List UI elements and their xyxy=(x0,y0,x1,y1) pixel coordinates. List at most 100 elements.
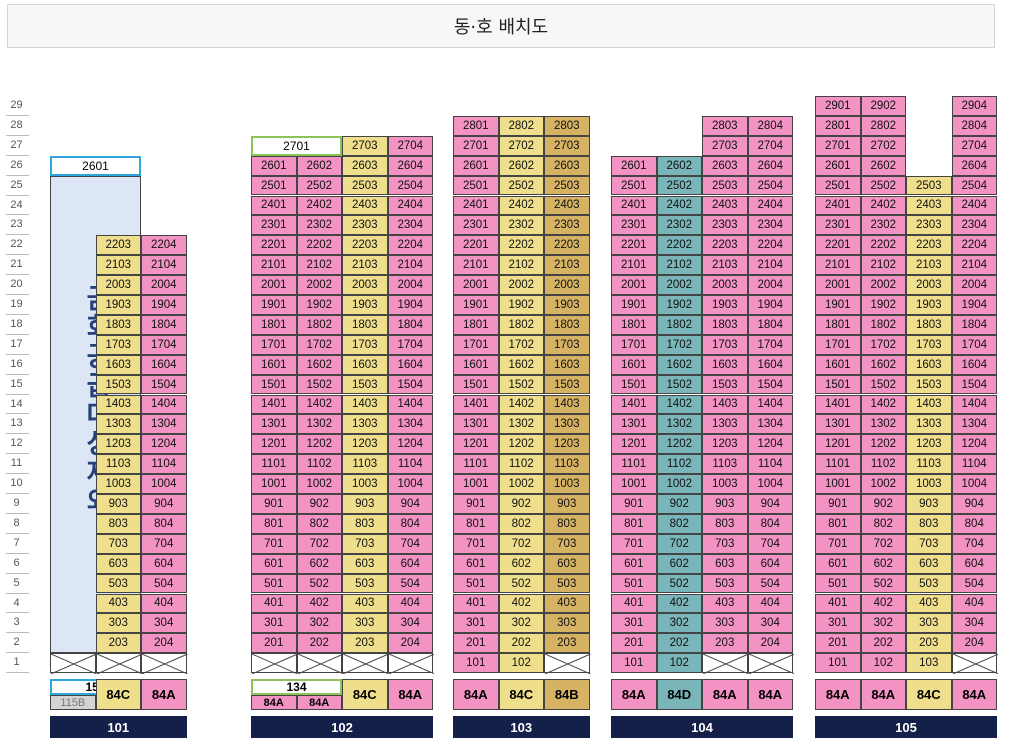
unit-cell[interactable]: 1203 xyxy=(342,434,388,455)
unit-cell[interactable]: 2303 xyxy=(702,215,748,236)
unit-cell[interactable]: 2704 xyxy=(387,135,433,156)
unit-cell[interactable]: 1504 xyxy=(747,374,793,395)
unit-cell[interactable]: 704 xyxy=(387,533,433,554)
unit-cell[interactable]: 904 xyxy=(951,494,997,514)
unit-cell[interactable]: 2701 xyxy=(453,135,499,156)
unit-cell[interactable]: 2301 xyxy=(251,215,297,236)
unit-cell[interactable]: 903 xyxy=(702,494,748,514)
unit-cell[interactable]: 702 xyxy=(498,533,544,554)
unit-cell[interactable]: 303 xyxy=(342,613,388,634)
unit-cell[interactable]: 1601 xyxy=(251,354,297,375)
unit-cell[interactable]: 2303 xyxy=(342,215,388,236)
unit-cell[interactable]: 804 xyxy=(387,513,433,534)
unit-cell[interactable]: 704 xyxy=(747,533,793,554)
unit-cell[interactable]: 903 xyxy=(342,494,388,514)
unit-cell[interactable]: 2103 xyxy=(342,255,388,276)
unit-cell[interactable]: 2501 xyxy=(251,175,297,196)
unit-cell[interactable]: 702 xyxy=(296,533,342,554)
unit-cell[interactable]: 1901 xyxy=(453,295,499,315)
unit-cell[interactable]: 2404 xyxy=(747,195,793,216)
unit-cell[interactable]: 2101 xyxy=(251,255,297,276)
unit-cell[interactable]: 1503 xyxy=(544,374,590,395)
unit-cell[interactable]: 2503 xyxy=(702,175,748,196)
unit-cell[interactable]: 202 xyxy=(296,633,342,654)
unit-cell[interactable]: 1502 xyxy=(656,374,702,395)
unit-cell[interactable]: 2201 xyxy=(815,235,861,256)
unit-cell[interactable]: 203 xyxy=(702,633,748,654)
unit-cell[interactable]: 1701 xyxy=(453,334,499,355)
unit-cell[interactable]: 2902 xyxy=(860,96,906,116)
unit-cell[interactable]: 2704 xyxy=(747,135,793,156)
unit-cell[interactable]: 1103 xyxy=(342,454,388,475)
unit-cell[interactable]: 702 xyxy=(860,533,906,554)
unit-cell[interactable]: 802 xyxy=(656,513,702,534)
unit-cell[interactable]: 2703 xyxy=(544,135,590,156)
unit-cell[interactable]: 1602 xyxy=(656,354,702,375)
unit-cell[interactable]: 1501 xyxy=(251,374,297,395)
unit-cell[interactable]: 501 xyxy=(251,573,297,594)
unit-cell[interactable]: 802 xyxy=(498,513,544,534)
unit-cell[interactable]: 2202 xyxy=(860,235,906,256)
unit-cell[interactable]: 2201 xyxy=(453,235,499,256)
unit-cell[interactable]: 1802 xyxy=(296,314,342,335)
unit-cell[interactable]: 1804 xyxy=(387,314,433,335)
unit-cell[interactable]: 1202 xyxy=(498,434,544,455)
unit-cell[interactable]: 1902 xyxy=(296,295,342,315)
unit-cell[interactable]: 302 xyxy=(656,613,702,634)
unit-cell[interactable]: 2201 xyxy=(251,235,297,256)
unit-cell[interactable]: 301 xyxy=(453,613,499,634)
unit-cell[interactable]: 2603 xyxy=(342,155,388,176)
unit-cell[interactable]: 201 xyxy=(251,633,297,654)
unit-cell[interactable]: 2802 xyxy=(498,115,544,136)
unit-cell[interactable]: 1001 xyxy=(815,474,861,494)
unit-cell[interactable]: 2602 xyxy=(498,155,544,176)
unit-cell[interactable]: 2403 xyxy=(702,195,748,216)
unit-cell[interactable]: 2103 xyxy=(702,255,748,276)
unit-cell[interactable]: 2101 xyxy=(453,255,499,276)
unit-cell[interactable]: 1203 xyxy=(544,434,590,455)
unit-cell[interactable]: 2403 xyxy=(544,195,590,216)
unit-cell[interactable]: 1501 xyxy=(453,374,499,395)
unit-cell[interactable]: 2001 xyxy=(453,275,499,295)
unit-cell[interactable]: 1704 xyxy=(387,334,433,355)
unit-cell[interactable]: 502 xyxy=(656,573,702,594)
unit-cell[interactable]: 2603 xyxy=(702,155,748,176)
unit-cell[interactable]: 504 xyxy=(747,573,793,594)
unit-cell[interactable]: 1303 xyxy=(544,414,590,435)
unit-cell[interactable]: 2501 xyxy=(815,175,861,196)
unit-cell[interactable]: 1704 xyxy=(951,334,997,355)
unit-cell[interactable]: 2703 xyxy=(702,135,748,156)
unit-cell[interactable]: 901 xyxy=(815,494,861,514)
unit-cell[interactable]: 502 xyxy=(860,573,906,594)
unit-cell[interactable]: 402 xyxy=(860,593,906,614)
unit-cell[interactable]: 1003 xyxy=(702,474,748,494)
unit-cell[interactable]: 2203 xyxy=(95,235,141,256)
unit-cell[interactable]: 402 xyxy=(296,593,342,614)
unit-cell[interactable]: 304 xyxy=(951,613,997,634)
unit-cell[interactable]: 2302 xyxy=(860,215,906,236)
unit-cell[interactable]: 102 xyxy=(498,653,544,674)
unit-cell[interactable]: 2003 xyxy=(906,275,952,295)
unit-cell[interactable]: 1601 xyxy=(453,354,499,375)
unit-cell[interactable]: 1004 xyxy=(951,474,997,494)
unit-cell[interactable]: 2202 xyxy=(498,235,544,256)
unit-cell[interactable]: 1902 xyxy=(656,295,702,315)
unit-cell[interactable]: 604 xyxy=(141,553,187,574)
unit-cell[interactable]: 1101 xyxy=(251,454,297,475)
unit-cell[interactable]: 1104 xyxy=(387,454,433,475)
unit-cell[interactable]: 1202 xyxy=(656,434,702,455)
unit-cell[interactable]: 1901 xyxy=(611,295,657,315)
unit-cell[interactable]: 2302 xyxy=(656,215,702,236)
unit-cell[interactable]: 902 xyxy=(498,494,544,514)
unit-cell[interactable]: 1201 xyxy=(251,434,297,455)
unit-cell[interactable]: 1102 xyxy=(656,454,702,475)
unit-cell[interactable]: 1602 xyxy=(498,354,544,375)
unit-cell[interactable]: 1704 xyxy=(747,334,793,355)
unit-cell[interactable]: 504 xyxy=(951,573,997,594)
unit-cell[interactable]: 2303 xyxy=(906,215,952,236)
unit-cell[interactable]: 1401 xyxy=(815,394,861,415)
unit-cell[interactable]: 304 xyxy=(747,613,793,634)
unit-cell[interactable]: 1404 xyxy=(387,394,433,415)
unit-cell[interactable]: 1103 xyxy=(906,454,952,475)
unit-cell[interactable]: 902 xyxy=(656,494,702,514)
